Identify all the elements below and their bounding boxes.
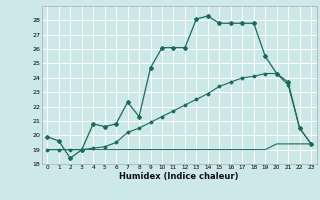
X-axis label: Humidex (Indice chaleur): Humidex (Indice chaleur) — [119, 172, 239, 181]
